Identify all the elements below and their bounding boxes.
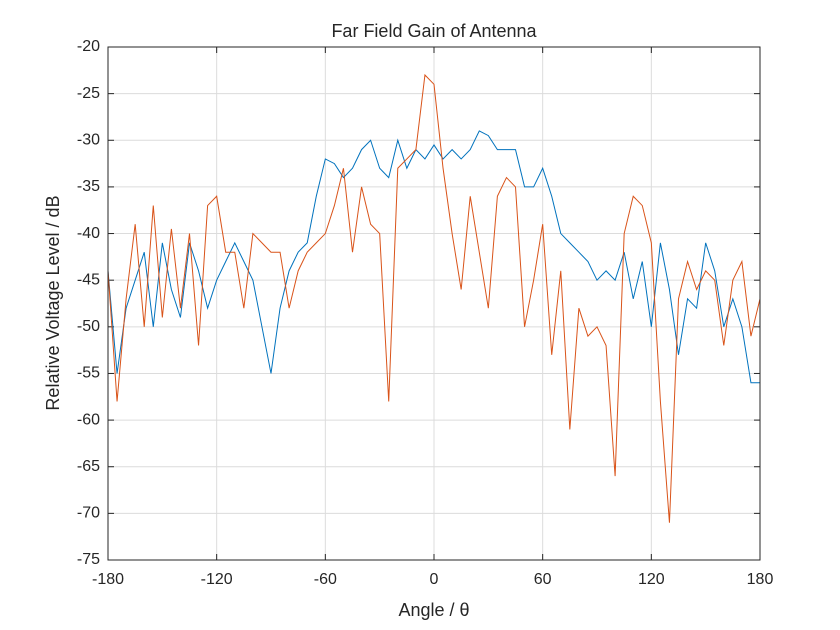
y-tick-label: -20 — [77, 38, 100, 55]
x-tick-label: 180 — [747, 571, 774, 588]
x-tick-label: 120 — [638, 571, 665, 588]
y-tick-label: -50 — [77, 318, 100, 335]
x-tick-label: 60 — [534, 571, 552, 588]
y-tick-label: -55 — [77, 365, 100, 382]
x-tick-label: -180 — [92, 571, 124, 588]
x-tick-label: -120 — [201, 571, 233, 588]
line-series — [107, 73, 761, 523]
y-tick-label: -60 — [77, 411, 100, 428]
y-tick-label: -75 — [77, 551, 100, 568]
x-axis-label: Angle / θ — [398, 600, 469, 620]
x-tick-label: 0 — [430, 571, 439, 588]
y-tick-label: -40 — [77, 225, 100, 242]
x-tick-label: -60 — [314, 571, 337, 588]
y-tick-label: -70 — [77, 505, 100, 522]
y-axis-label: Relative Voltage Level / dB — [43, 195, 63, 410]
y-tick-label: -25 — [77, 85, 100, 102]
y-tick-label: -45 — [77, 271, 100, 288]
plot-frame — [107, 46, 761, 561]
chart-title: Far Field Gain of Antenna — [331, 21, 537, 41]
y-tick-label: -35 — [77, 178, 100, 195]
y-tick-label: -30 — [77, 131, 100, 148]
line-series — [107, 130, 760, 384]
y-tick-label: -65 — [77, 458, 100, 475]
